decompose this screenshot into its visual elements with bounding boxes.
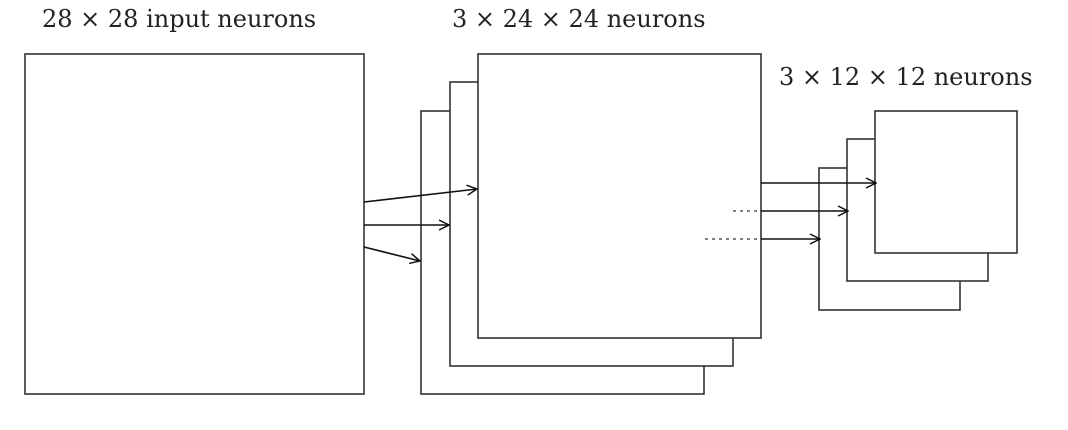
arrow: [363, 246, 420, 261]
conv-layer: [420, 53, 762, 395]
conv-to-pool-arrows: [761, 183, 876, 239]
conv-feature-map: [477, 53, 762, 339]
conv-layer-label: 3 × 24 × 24 neurons: [452, 5, 706, 33]
input-layer-label: 28 × 28 input neurons: [42, 5, 316, 33]
pool-layer-label: 3 × 12 × 12 neurons: [779, 63, 1033, 91]
input-layer: [24, 53, 365, 395]
pool-layer: [818, 110, 1018, 311]
pool-feature-map: [874, 110, 1018, 254]
input-to-conv-arrows: [363, 189, 477, 261]
arrow: [363, 189, 477, 203]
